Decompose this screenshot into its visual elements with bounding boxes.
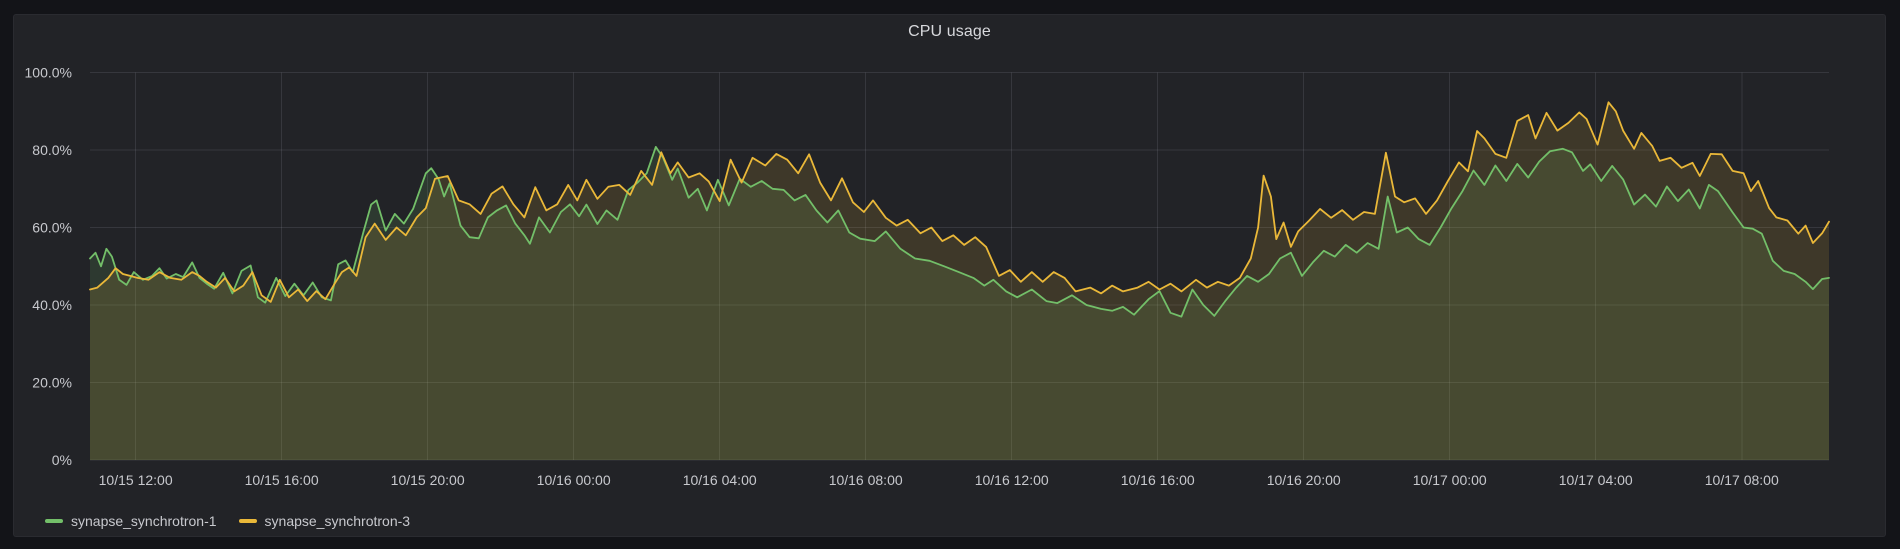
cpu-usage-panel: 100.0% 80.0% 60.0% 40.0% 20.0% 0% 10/15 12:00 1… bbox=[13, 14, 1886, 537]
series-line-synapse_synchrotron-3 bbox=[89, 101, 1830, 303]
legend-label: synapse_synchrotron-3 bbox=[264, 513, 411, 529]
series-area-synapse_synchrotron-3 bbox=[90, 102, 1829, 461]
panel-title[interactable]: CPU usage bbox=[908, 23, 991, 40]
legend: synapse_synchrotron-1 synapse_synchrotro… bbox=[45, 512, 410, 530]
x-axis-label: 10/15 20:00 bbox=[391, 472, 465, 488]
x-axis-label: 10/17 00:00 bbox=[1413, 472, 1487, 488]
x-axis-label: 10/16 20:00 bbox=[1267, 472, 1341, 488]
y-axis-label: 80.0% bbox=[32, 142, 72, 158]
y-axis-label: 60.0% bbox=[32, 220, 72, 236]
y-axis-label: 0% bbox=[52, 452, 72, 468]
x-axis-label: 10/16 08:00 bbox=[829, 472, 903, 488]
legend-swatch-green bbox=[45, 519, 63, 523]
x-axis-label: 10/16 12:00 bbox=[975, 472, 1049, 488]
x-axis-label: 10/16 04:00 bbox=[683, 472, 757, 488]
legend-item-synapse-synchrotron-1[interactable]: synapse_synchrotron-1 bbox=[45, 512, 217, 530]
legend-item-synapse-synchrotron-3[interactable]: synapse_synchrotron-3 bbox=[238, 512, 411, 530]
cpu-usage-chart[interactable]: 100.0% 80.0% 60.0% 40.0% 20.0% 0% 10/15 12:00 1… bbox=[14, 15, 1887, 538]
x-axis-label: 10/16 00:00 bbox=[537, 472, 611, 488]
x-axis-label: 10/17 04:00 bbox=[1559, 472, 1633, 488]
y-axis-label: 100.0% bbox=[25, 65, 72, 81]
x-axis-label: 10/17 08:00 bbox=[1705, 472, 1779, 488]
x-axis-label: 10/15 16:00 bbox=[245, 472, 319, 488]
y-axis-label: 40.0% bbox=[32, 297, 72, 313]
legend-label: synapse_synchrotron-1 bbox=[71, 513, 217, 529]
x-axis-label: 10/15 12:00 bbox=[99, 472, 173, 488]
legend-swatch-yellow bbox=[238, 519, 257, 523]
x-axis-label: 10/16 16:00 bbox=[1121, 472, 1195, 488]
y-axis-label: 20.0% bbox=[32, 375, 72, 391]
